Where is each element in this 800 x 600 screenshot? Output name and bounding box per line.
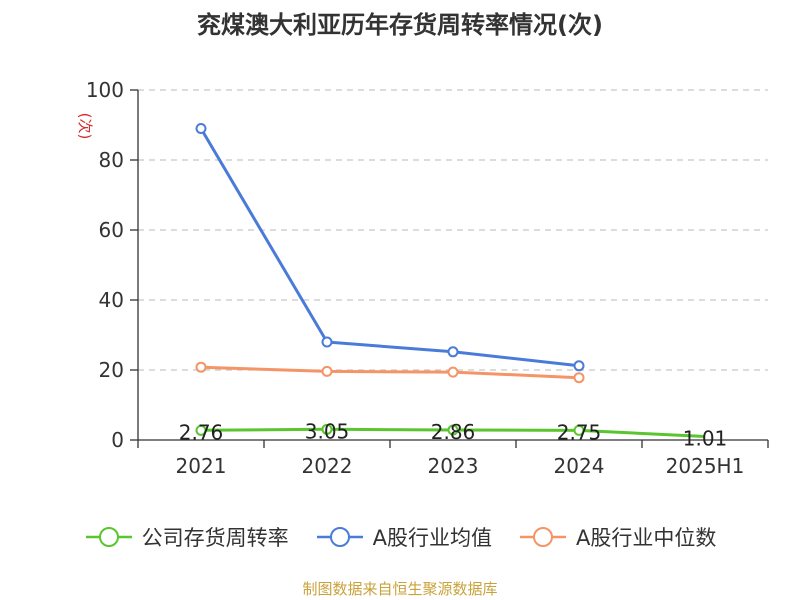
- x-tick-label: 2022: [302, 454, 353, 478]
- data-point: [195, 123, 207, 134]
- legend-item-1[interactable]: 公司存货周转率: [84, 522, 289, 552]
- x-tick-label: 2025H1: [666, 454, 745, 478]
- data-label: 2.76: [179, 420, 224, 444]
- legend-label: 公司存货周转率: [141, 526, 289, 550]
- data-point: [573, 360, 585, 372]
- legend-marker-icon: [85, 527, 132, 547]
- legend-label: A股行业中位数: [576, 526, 717, 550]
- data-label: 2.86: [431, 420, 476, 444]
- data-point: [573, 372, 585, 384]
- legend-item-2[interactable]: A股行业均值: [315, 522, 492, 552]
- data-point: [195, 424, 207, 436]
- data-point: [447, 366, 459, 378]
- data-label: 3.05: [305, 419, 350, 443]
- data-point: [321, 365, 333, 377]
- x-tick-label: 2021: [176, 454, 227, 478]
- legend-circle: [98, 527, 119, 547]
- legend: 公司存货周转率 A股行业均值 A股行业中位数: [0, 520, 800, 554]
- data-point: [573, 424, 585, 436]
- series-line-2: [199, 127, 580, 368]
- series-line-3: [200, 365, 580, 380]
- data-source-note: 制图数据来自恒生聚源数据库: [302, 580, 498, 598]
- x-tick-label: 2023: [428, 454, 479, 478]
- legend-marker-icon: [520, 527, 566, 547]
- legend-circle: [533, 527, 553, 547]
- legend-label: A股行业均值: [372, 526, 492, 550]
- y-tick-label: 40: [99, 288, 124, 312]
- legend-item-3[interactable]: A股行业中位数: [518, 522, 716, 552]
- data-label: 2.75: [557, 420, 602, 444]
- legend-circle: [329, 527, 350, 547]
- data-point: [447, 424, 459, 436]
- y-tick-label: 80: [99, 148, 124, 172]
- x-tick-label: 2024: [554, 454, 605, 478]
- y-tick-label: 100: [86, 78, 124, 102]
- y-tick-label: 20: [99, 358, 124, 382]
- legend-marker-icon: [316, 527, 363, 547]
- y-axis-label: (次): [76, 113, 94, 140]
- data-point: [321, 336, 333, 348]
- y-tick-label: 0: [111, 428, 124, 452]
- data-label: 1.01: [683, 426, 728, 450]
- data-point: [321, 423, 333, 435]
- chart-title: 兖煤澳大利亚历年存货周转率情况(次): [197, 11, 603, 39]
- y-tick-label: 60: [99, 218, 124, 242]
- data-point: [195, 361, 207, 373]
- data-point: [447, 346, 459, 358]
